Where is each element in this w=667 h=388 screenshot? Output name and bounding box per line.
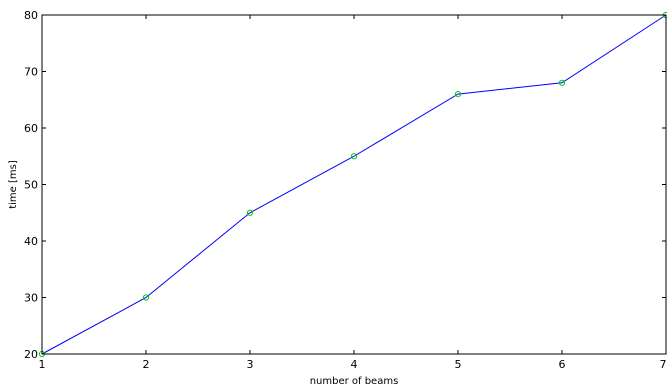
series-layer <box>38 11 667 358</box>
y-tick-label: 20 <box>24 348 38 361</box>
x-axis-ticks: 1 2 3 4 5 6 7 <box>39 15 667 371</box>
data-point <box>558 79 566 86</box>
data-point <box>454 91 462 98</box>
x-tick-label: 1 <box>39 358 46 371</box>
x-tick-label: 6 <box>559 358 566 371</box>
y-tick-label: 80 <box>24 9 38 22</box>
x-tick-label: 5 <box>455 358 462 371</box>
x-tick-label: 7 <box>660 358 667 371</box>
x-tick-label: 2 <box>143 358 150 371</box>
data-point <box>142 294 150 301</box>
x-tick-label: 4 <box>351 358 358 371</box>
plot-frame <box>41 14 667 355</box>
y-tick-label: 60 <box>24 122 38 135</box>
x-tick-label: 3 <box>247 358 254 371</box>
y-tick-label: 40 <box>24 235 38 248</box>
y-tick-label: 50 <box>24 179 38 192</box>
data-point <box>350 153 358 160</box>
y-tick-label: 70 <box>24 66 38 79</box>
series-line <box>41 14 667 355</box>
y-axis-ticks: 20 30 40 50 60 70 80 <box>24 9 666 361</box>
x-axis-title: number of beams <box>310 376 399 387</box>
y-axis-title: time [ms] <box>8 160 19 209</box>
data-point <box>246 209 254 216</box>
y-tick-label: 30 <box>24 292 38 305</box>
